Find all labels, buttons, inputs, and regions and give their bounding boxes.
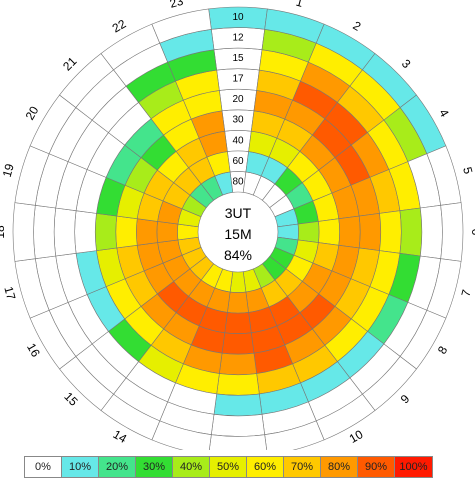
- hour-label: 5: [460, 165, 475, 175]
- hour-label: 17: [1, 285, 18, 302]
- heatmap-cell: [210, 413, 266, 437]
- heatmap-cell: [318, 218, 340, 246]
- legend-item: 10%: [62, 457, 99, 477]
- hour-label: 20: [23, 104, 42, 123]
- hour-label: 16: [24, 341, 43, 360]
- ring-label: 80: [232, 176, 244, 187]
- heatmap-cell: [219, 352, 257, 376]
- hour-label: 0: [235, 0, 242, 1]
- hour-label: 8: [435, 343, 451, 356]
- heatmap-cell: [224, 312, 252, 334]
- ring-label: 40: [232, 135, 244, 146]
- center-time: 3UT: [225, 205, 252, 221]
- heatmap-cells: [12, 6, 464, 450]
- hour-label: 14: [111, 427, 130, 446]
- heatmap-cell: [94, 213, 118, 251]
- legend-item: 100%: [395, 457, 432, 477]
- hour-label: 9: [398, 391, 413, 406]
- heatmap-cell: [115, 215, 138, 249]
- hour-label: 1: [295, 0, 305, 10]
- hour-label: 22: [110, 16, 129, 35]
- center-percentage: 84%: [224, 247, 252, 263]
- ring-label: 60: [232, 156, 244, 167]
- color-legend: 0% 10% 20% 30% 40% 50% 60% 70% 80% 90% 100%: [24, 456, 433, 478]
- heatmap-cell: [264, 420, 325, 450]
- hour-label: 6: [469, 229, 475, 236]
- hour-label: 2: [351, 18, 364, 34]
- hour-label: 21: [60, 54, 80, 74]
- ring-label: 10: [232, 12, 244, 23]
- polar-heatmap: 01234567891011121314151617181920212223 8…: [0, 0, 475, 450]
- hour-label: 15: [61, 389, 81, 409]
- heatmap-cell: [338, 215, 361, 249]
- legend-item: 20%: [99, 457, 136, 477]
- heatmap-cell: [213, 393, 263, 417]
- legend-item: 90%: [358, 457, 395, 477]
- heatmap-cell: [419, 204, 443, 260]
- heatmap-cell: [297, 221, 320, 243]
- heatmap-cell: [53, 207, 77, 257]
- heatmap-cell: [399, 207, 423, 257]
- heatmap-cell: [151, 8, 212, 44]
- heatmap-cell: [136, 218, 158, 246]
- heatmap-cell: [12, 202, 36, 262]
- hour-label: 18: [0, 225, 7, 239]
- center-frequency: 15M: [224, 226, 251, 242]
- hour-label: 4: [436, 107, 452, 120]
- legend-item: 60%: [247, 457, 284, 477]
- ring-label: 17: [232, 74, 244, 85]
- heatmap-cell: [156, 221, 179, 243]
- ring-labels: 80 60 40 30 20 17 15 12 10: [232, 12, 244, 187]
- heatmap-cell: [440, 202, 464, 262]
- legend-item: 0%: [25, 457, 62, 477]
- ring-label: 15: [232, 53, 244, 64]
- heatmap-cell: [208, 434, 268, 450]
- legend-item: 70%: [284, 457, 321, 477]
- legend-item: 80%: [321, 457, 358, 477]
- ring-label: 30: [232, 115, 244, 126]
- heatmap-cell: [221, 332, 255, 355]
- heatmap-cell: [379, 210, 402, 254]
- hour-label: 23: [168, 0, 185, 11]
- hour-label: 3: [399, 57, 414, 72]
- heatmap-cell: [74, 210, 97, 254]
- hour-label: 19: [0, 162, 17, 179]
- legend-item: 40%: [173, 457, 210, 477]
- heatmap-cell: [358, 213, 382, 251]
- legend-item: 50%: [210, 457, 247, 477]
- heatmap-cell: [216, 373, 260, 396]
- heatmap-cell: [33, 204, 57, 260]
- heatmap-cell: [227, 291, 249, 314]
- hour-label: 7: [458, 288, 473, 298]
- legend-item: 30%: [136, 457, 173, 477]
- ring-label: 12: [232, 32, 244, 43]
- ring-label: 20: [232, 94, 244, 105]
- hour-label: 10: [347, 427, 366, 446]
